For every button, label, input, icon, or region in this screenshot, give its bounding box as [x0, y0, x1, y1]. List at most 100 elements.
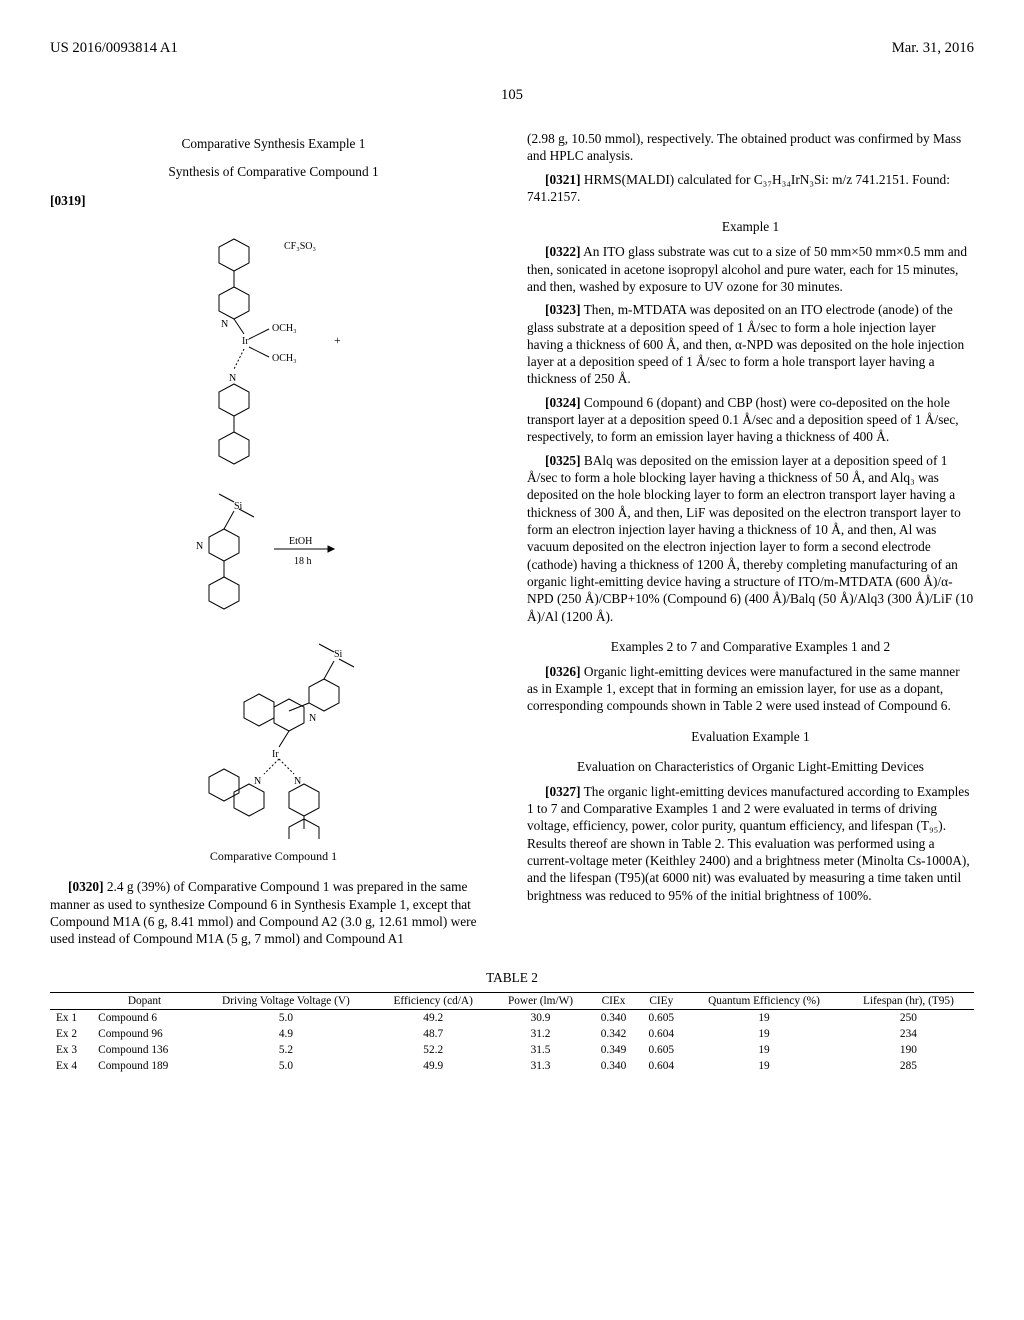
- para-0327: [0327] The organic light-emitting device…: [527, 783, 974, 904]
- table-cell: 0.605: [637, 1042, 685, 1058]
- compound-label: Comparative Compound 1: [50, 849, 497, 864]
- table-row: Ex 4Compound 1895.049.931.30.3400.604192…: [50, 1058, 974, 1074]
- para-cont: (2.98 g, 10.50 mmol), respectively. The …: [527, 130, 974, 165]
- table-cell: Ex 4: [50, 1058, 92, 1074]
- th-3: Efficiency (cd/A): [375, 992, 491, 1009]
- table-cell: 49.9: [375, 1058, 491, 1074]
- para-0324: [0324] Compound 6 (dopant) and CBP (host…: [527, 394, 974, 446]
- left-column: Comparative Synthesis Example 1 Synthesi…: [50, 124, 497, 954]
- table-cell: Ex 3: [50, 1042, 92, 1058]
- chemical-structure-figure: CF₃SO₃ N Ir OCH₃ OCH₃ + N Si: [50, 219, 497, 839]
- table-cell: 31.5: [491, 1042, 589, 1058]
- para-0319-num: [0319]: [50, 193, 86, 208]
- table-cell: 48.7: [375, 1026, 491, 1042]
- svg-text:N: N: [254, 776, 261, 787]
- para-0323: [0323] Then, m-MTDATA was deposited on a…: [527, 301, 974, 388]
- table-row: Ex 1Compound 65.049.230.90.3400.60519250: [50, 1009, 974, 1026]
- table-cell: 0.604: [637, 1058, 685, 1074]
- th-2: Driving Voltage Voltage (V): [197, 992, 375, 1009]
- table-row: Ex 3Compound 1365.252.231.50.3490.605191…: [50, 1042, 974, 1058]
- patent-number: US 2016/0093814 A1: [50, 40, 178, 57]
- table-cell: 0.605: [637, 1009, 685, 1026]
- th-6: CIEy: [637, 992, 685, 1009]
- patent-date: Mar. 31, 2016: [892, 40, 974, 57]
- chem-structure-svg: CF₃SO₃ N Ir OCH₃ OCH₃ + N Si: [134, 219, 414, 839]
- para-0326: [0326] Organic light-emitting devices we…: [527, 663, 974, 715]
- para-0321-num: [0321]: [545, 172, 581, 187]
- para-0327-text: The organic light-emitting devices manuf…: [527, 784, 970, 903]
- eval-title: Evaluation Example 1: [527, 729, 974, 745]
- table-cell: Compound 136: [92, 1042, 197, 1058]
- examples-2-7-title: Examples 2 to 7 and Comparative Examples…: [527, 639, 974, 655]
- table-cell: 31.3: [491, 1058, 589, 1074]
- table2-wrap: TABLE 2 Dopant Driving Voltage Voltage (…: [50, 970, 974, 1074]
- para-0320: [0320] 2.4 g (39%) of Comparative Compou…: [50, 878, 497, 947]
- para-0323-num: [0323]: [545, 302, 581, 317]
- para-0322-num: [0322]: [545, 244, 581, 259]
- table-cell: 31.2: [491, 1026, 589, 1042]
- table-cell: Compound 96: [92, 1026, 197, 1042]
- svg-text:Si: Si: [334, 649, 343, 660]
- table-cell: 0.349: [590, 1042, 638, 1058]
- table-cell: 19: [685, 1058, 843, 1074]
- table-cell: Ex 1: [50, 1009, 92, 1026]
- synthesis-subtitle: Synthesis of Comparative Compound 1: [50, 164, 497, 180]
- table-cell: 0.342: [590, 1026, 638, 1042]
- para-0324-text: Compound 6 (dopant) and CBP (host) were …: [527, 395, 959, 445]
- para-0326-text: Organic light-emitting devices were manu…: [527, 664, 960, 714]
- comparative-synth-title: Comparative Synthesis Example 1: [50, 136, 497, 152]
- svg-text:N: N: [294, 776, 301, 787]
- th-1: Dopant: [92, 992, 197, 1009]
- table-row: Ex 2Compound 964.948.731.20.3420.6041923…: [50, 1026, 974, 1042]
- table-cell: 52.2: [375, 1042, 491, 1058]
- para-0320-text: 2.4 g (39%) of Comparative Compound 1 wa…: [50, 879, 476, 946]
- table-cell: 19: [685, 1026, 843, 1042]
- para-0322-text: An ITO glass substrate was cut to a size…: [527, 244, 967, 294]
- table-cell: 0.340: [590, 1009, 638, 1026]
- content-columns: Comparative Synthesis Example 1 Synthesi…: [50, 124, 974, 954]
- table-cell: 49.2: [375, 1009, 491, 1026]
- table-cell: 0.340: [590, 1058, 638, 1074]
- page-header: US 2016/0093814 A1 Mar. 31, 2016: [50, 40, 974, 57]
- table-cell: 5.0: [197, 1058, 375, 1074]
- svg-text:Ir: Ir: [272, 749, 279, 760]
- page-number: 105: [50, 87, 974, 104]
- table-cell: 0.604: [637, 1026, 685, 1042]
- table-cell: 30.9: [491, 1009, 589, 1026]
- table-cell: 19: [685, 1009, 843, 1026]
- para-0325: [0325] BAlq was deposited on the emissio…: [527, 452, 974, 625]
- svg-text:OCH₃: OCH₃: [272, 323, 297, 334]
- table-cell: Compound 189: [92, 1058, 197, 1074]
- table2: Dopant Driving Voltage Voltage (V) Effic…: [50, 992, 974, 1074]
- svg-text:N: N: [309, 713, 316, 724]
- table-cell: Compound 6: [92, 1009, 197, 1026]
- svg-text:CF₃SO₃: CF₃SO₃: [284, 241, 316, 252]
- para-0327-num: [0327]: [545, 784, 581, 799]
- table-cell: Ex 2: [50, 1026, 92, 1042]
- table-cell: 19: [685, 1042, 843, 1058]
- eval-subtitle: Evaluation on Characteristics of Organic…: [527, 759, 974, 775]
- para-0322: [0322] An ITO glass substrate was cut to…: [527, 243, 974, 295]
- th-7: Quantum Efficiency (%): [685, 992, 843, 1009]
- th-8: Lifespan (hr), (T95): [843, 992, 974, 1009]
- para-0319: [0319]: [50, 192, 497, 209]
- table-cell: 285: [843, 1058, 974, 1074]
- para-0326-num: [0326]: [545, 664, 581, 679]
- th-5: CIEx: [590, 992, 638, 1009]
- svg-text:OCH₃: OCH₃: [272, 353, 297, 364]
- table-cell: 250: [843, 1009, 974, 1026]
- para-0320-num: [0320]: [68, 879, 104, 894]
- svg-text:N: N: [229, 373, 236, 384]
- svg-text:18 h: 18 h: [294, 556, 312, 567]
- para-0324-num: [0324]: [545, 395, 581, 410]
- svg-text:N: N: [221, 319, 228, 330]
- th-0: [50, 992, 92, 1009]
- right-column: (2.98 g, 10.50 mmol), respectively. The …: [527, 124, 974, 954]
- para-0321-text: HRMS(MALDI) calculated for C₃₇H₃₄IrN₃Si:…: [527, 172, 950, 204]
- para-0325-text: BAlq was deposited on the emission layer…: [527, 453, 973, 624]
- table-cell: 5.0: [197, 1009, 375, 1026]
- th-4: Power (lm/W): [491, 992, 589, 1009]
- svg-text:+: +: [334, 333, 341, 347]
- example1-title: Example 1: [527, 219, 974, 235]
- table-cell: 234: [843, 1026, 974, 1042]
